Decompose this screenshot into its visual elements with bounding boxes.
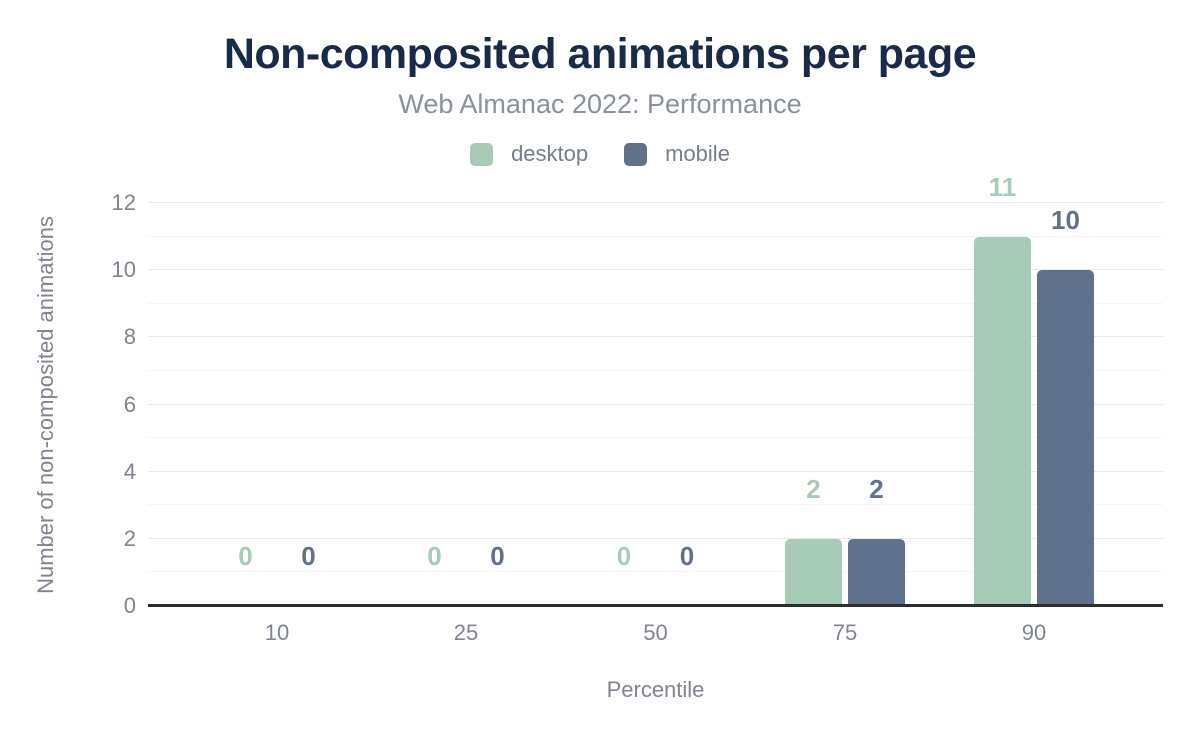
- major-gridline: [148, 336, 1163, 338]
- bar-desktop-p90[interactable]: [974, 236, 1031, 606]
- bar-mobile-p75[interactable]: [848, 538, 905, 606]
- legend-swatch-icon: [470, 142, 494, 166]
- bar-value-label-mobile-p75: 2: [869, 473, 884, 504]
- bar-value-label-mobile-p25: 0: [490, 541, 505, 571]
- x-axis-title: Percentile: [606, 677, 705, 702]
- bar-slot: 0: [217, 203, 274, 606]
- major-gridline: [148, 269, 1163, 271]
- bar-value-label-desktop-p75: 2: [806, 473, 821, 504]
- bar-slot: 0: [406, 203, 463, 606]
- x-tick-label-10: 10: [264, 620, 290, 645]
- bar-value-label-mobile-p90: 10: [1051, 205, 1080, 236]
- bar-slot: 0: [596, 203, 653, 606]
- plot-area: 0 0 0 0 0 0 2 2 11 10: [148, 172, 1163, 607]
- bar-slot: 0: [469, 203, 526, 606]
- bar-value-label-mobile-p50: 0: [679, 541, 695, 571]
- minor-gridline: [148, 302, 1163, 304]
- y-tick-label: 6: [123, 391, 136, 417]
- chart-title: Non-composited animations per page: [223, 30, 977, 78]
- bar-slot: 10: [1037, 203, 1094, 606]
- x-tick-label-75: 75: [832, 620, 858, 645]
- legend: desktop mobile: [0, 141, 1200, 167]
- y-tick-label: 10: [111, 257, 136, 283]
- bar-value-label-desktop-p10: 0: [238, 541, 253, 571]
- bar-slot: 2: [785, 203, 842, 606]
- y-tick-label: 0: [123, 593, 136, 618]
- y-tick-label: 4: [123, 458, 136, 484]
- minor-gridline: [148, 235, 1163, 237]
- bar-mobile-p90[interactable]: [1037, 270, 1094, 606]
- bar-group-p90: 11 10: [974, 172, 1094, 606]
- legend-label: desktop: [511, 141, 589, 166]
- legend-label: mobile: [665, 141, 730, 166]
- x-tick-label-90: 90: [1021, 620, 1047, 645]
- legend-item-desktop[interactable]: desktop: [470, 141, 588, 167]
- minor-gridline: [148, 571, 1163, 573]
- bar-desktop-p75[interactable]: [785, 538, 842, 606]
- x-axis-tick-labels: 10 25 50 75 90: [148, 621, 1163, 647]
- bar-value-label-desktop-p25: 0: [427, 541, 442, 571]
- bar-slot: 2: [848, 203, 905, 606]
- minor-gridline: [148, 369, 1163, 371]
- major-gridline: [148, 403, 1163, 405]
- minor-gridline: [148, 437, 1163, 439]
- y-tick-label: 8: [123, 324, 136, 350]
- bar-slot: 11: [974, 172, 1031, 606]
- bar-value-label-desktop-p50: 0: [616, 541, 632, 571]
- y-axis-tick-labels: 0 2 4 6 8 10 12: [0, 191, 136, 618]
- legend-swatch-icon: [624, 142, 648, 166]
- bar-value-label-mobile-p10: 0: [301, 541, 316, 571]
- bar-slot: 0: [659, 203, 716, 606]
- major-gridline: [148, 202, 1163, 203]
- bar-value-label-desktop-p90: 11: [988, 171, 1017, 202]
- major-gridline: [148, 537, 1163, 539]
- minor-gridline: [148, 504, 1163, 506]
- y-tick-label: 12: [111, 190, 136, 215]
- x-axis-line: [148, 604, 1163, 607]
- x-tick-label-25: 25: [453, 620, 479, 645]
- legend-item-mobile[interactable]: mobile: [624, 141, 730, 167]
- bar-slot: 0: [280, 203, 337, 606]
- x-tick-label-50: 50: [643, 620, 668, 645]
- chart-subtitle: Web Almanac 2022: Performance: [398, 89, 802, 119]
- major-gridline: [148, 470, 1163, 472]
- y-tick-label: 2: [123, 525, 136, 551]
